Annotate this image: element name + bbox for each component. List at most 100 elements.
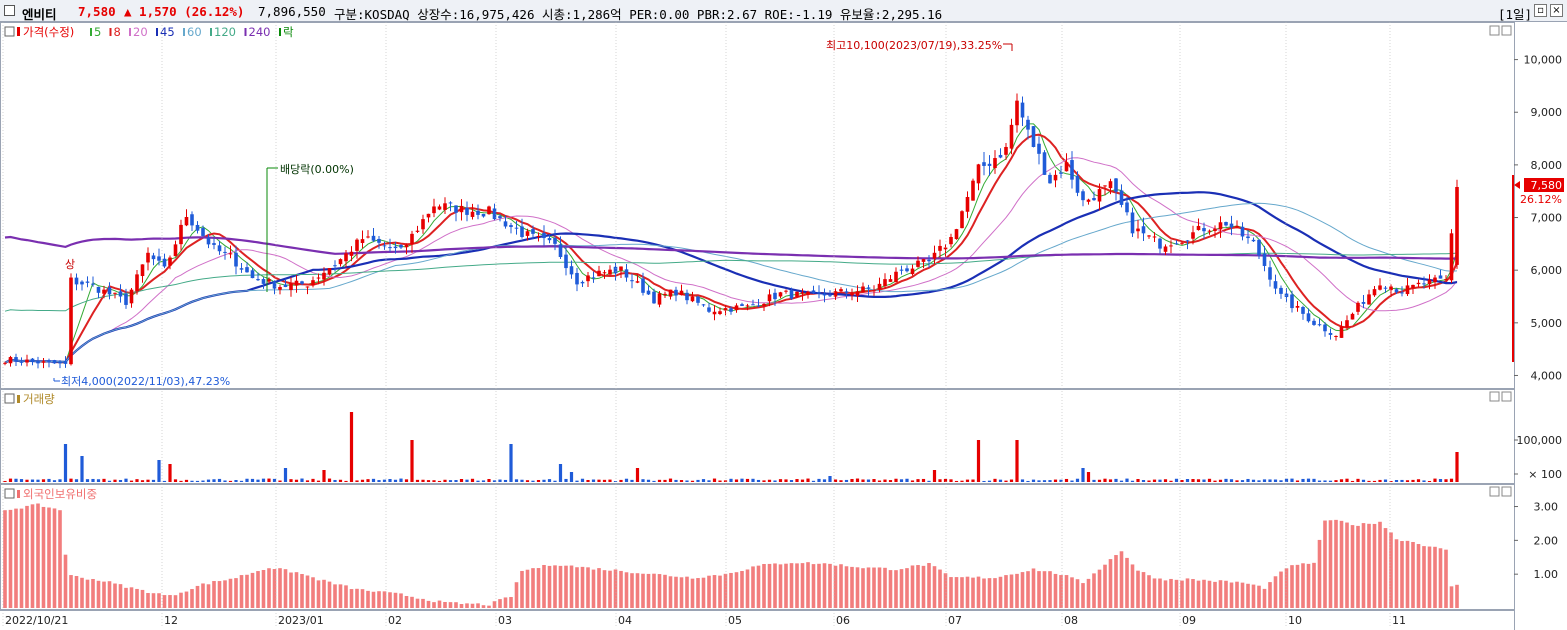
foreign-bar [1257,585,1261,608]
candle-body [800,292,805,294]
foreign-bar [25,505,29,608]
foreign-bar [30,504,35,608]
foreign-bar [514,582,519,608]
legend-ma-swatch [90,28,92,36]
candle-body [822,293,827,296]
candle-body [965,196,970,212]
foreign-bar [195,585,200,608]
foreign-bar [1229,582,1234,608]
close-icon[interactable]: × [1550,4,1563,17]
volume-bar [454,480,458,482]
candle-body [773,292,777,300]
foreign-bar [102,581,106,608]
candle-body [1015,100,1019,126]
candle-body [663,293,667,296]
candle-body [1422,283,1426,285]
stock-chart[interactable]: 가격(수정) 5 8 20 45 60 120 240 락 거래량 외국인보유비중 4,000… [0,22,1567,630]
volume-bar [437,480,442,482]
candle-body [630,280,634,282]
foreign-bar [1218,580,1223,608]
foreign-bar [1317,539,1322,608]
volume-bar [789,480,794,482]
volume-bar [481,480,486,482]
volume-bar [1136,479,1140,482]
candle-body [1009,124,1014,149]
candle-body [1092,197,1096,201]
candle-body [25,359,29,363]
candle-body [74,277,79,285]
volume-bar [1356,478,1360,482]
foreign-bar [146,593,150,608]
panel-buttons[interactable] [1489,25,1512,497]
foreign-bar [107,581,112,608]
candle-body [1367,294,1371,305]
volume-bar [1312,478,1316,482]
restore-icon[interactable]: ▫ [1534,4,1547,17]
volume-bar [1158,479,1162,482]
foreign-bar [646,573,651,608]
candle-body [784,290,788,292]
candle-body [1257,239,1261,256]
foreign-bar [1411,541,1415,608]
foreign-bar [701,577,706,608]
volume-bar [1213,480,1217,482]
ma-line-240 [4,235,1458,260]
foreign-bar [921,565,926,608]
volume-bar [844,479,849,482]
candle-body [239,268,244,270]
volume-bar [553,480,557,482]
foreign-panel-title: 외국인보유비중 [23,487,97,501]
foreign-bar [938,569,942,608]
candle-body [740,304,744,306]
volume-bar [1438,479,1443,482]
foreign-bar [888,570,893,608]
foreign-bar [8,509,13,608]
foreign-bar [547,565,552,608]
volume-bar [987,480,992,482]
candle-body [366,236,370,238]
foreign-bar [344,585,348,608]
candle-body [421,219,425,230]
candle-body [448,202,453,204]
candle-body [844,291,849,293]
foreign-bar [135,588,139,608]
volume-bar [338,479,343,482]
foreign-bar [1383,528,1388,608]
period-label[interactable]: [1일] [1498,7,1533,22]
foreign-bar [1202,579,1206,608]
volume-bar [85,479,90,482]
foreign-bar [767,563,772,608]
candle-body [866,287,871,289]
volume-bar [894,478,898,482]
volume-bar [613,480,618,482]
candle-body [322,272,326,280]
legend-price-label: 가격(수정) [23,25,74,39]
foreign-bar [602,570,607,608]
volume-bar [531,480,535,482]
volume-bar [1268,479,1272,482]
volume-bar [1411,479,1415,482]
foreign-bar [58,510,62,608]
foreign-bar [399,593,403,608]
volume-bar [976,440,981,482]
foreign-bar [1048,571,1052,608]
foreign-bar [564,565,568,608]
volume-bar [916,479,920,482]
volume-bar [382,479,387,482]
legend-ma-swatch [210,28,212,36]
volume-bar [828,476,832,482]
checkbox[interactable] [4,5,15,16]
volume-bar [866,479,871,482]
candle-body [767,294,772,302]
foreign-bar [366,590,370,608]
foreign-bar [404,596,409,608]
candle-body [921,259,926,262]
header-bar: 엔비티 7,580 ▲ 1,570 (26.12%) 7,896,550 구분:… [0,0,1567,22]
volume-bar [800,479,805,482]
volume-bar [311,478,315,482]
candle-body [217,245,222,252]
candle-body [30,358,35,362]
candle-body [569,266,574,275]
candle-body [916,260,920,267]
foreign-bar [476,603,480,608]
